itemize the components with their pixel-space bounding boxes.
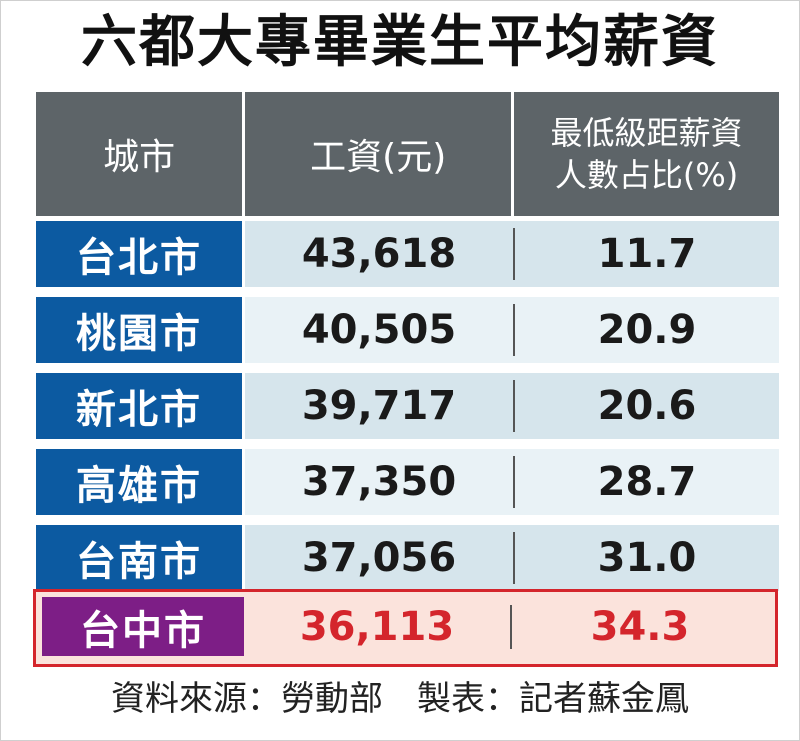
column-divider (513, 380, 515, 432)
column-divider (513, 456, 515, 508)
header-divider (242, 92, 246, 216)
percentage-cell: 31.0 (597, 535, 697, 581)
cell-gap (242, 221, 245, 287)
column-divider (513, 228, 515, 280)
city-cell: 新北市 (36, 373, 243, 439)
value-cells: 37,056 31.0 (245, 525, 779, 591)
cell-gap (242, 525, 245, 591)
table-row: 台南市 37,056 31.0 (36, 525, 779, 591)
wage-cell: 40,505 (301, 307, 457, 353)
wage-cell: 37,056 (301, 535, 457, 581)
header-divider (511, 92, 515, 216)
highlight-row: 台中市 36,113 34.3 (42, 597, 769, 656)
cell-gap (242, 449, 245, 515)
table-row: 新北市 39,717 20.6 (36, 373, 779, 439)
city-cell: 高雄市 (36, 449, 243, 515)
city-cell: 台北市 (36, 221, 243, 287)
value-cells: 43,618 11.7 (245, 221, 779, 287)
percentage-cell: 20.9 (597, 307, 697, 353)
wage-cell: 37,350 (301, 459, 457, 505)
header-percentage-line1: 最低級距薪資 (550, 114, 743, 152)
highlight-wage-cell: 36,113 (299, 603, 455, 650)
value-cells: 40,505 20.9 (245, 297, 779, 363)
table-row: 桃園市 40,505 20.9 (36, 297, 779, 363)
value-cells: 39,717 20.6 (245, 373, 779, 439)
salary-table: 城市 工資(元) 最低級距薪資 人數占比(%) 台北市 43,618 11.7 … (36, 92, 779, 601)
table-row: 高雄市 37,350 28.7 (36, 449, 779, 515)
city-cell: 桃園市 (36, 297, 243, 363)
wage-cell: 39,717 (301, 383, 457, 429)
percentage-cell: 28.7 (597, 459, 697, 505)
header-wage: 工資(元) (310, 137, 447, 178)
highlight-city-cell: 台中市 (42, 597, 244, 656)
table-row: 台北市 43,618 11.7 (36, 221, 779, 287)
wage-cell: 43,618 (301, 231, 457, 277)
value-cells: 37,350 28.7 (245, 449, 779, 515)
header-city: 城市 (103, 137, 176, 178)
column-divider (513, 532, 515, 584)
cell-gap (242, 373, 245, 439)
percentage-cell: 11.7 (597, 231, 697, 277)
column-divider (510, 605, 512, 649)
table-header: 城市 工資(元) 最低級距薪資 人數占比(%) (36, 92, 779, 216)
highlight-percentage-cell: 34.3 (590, 603, 690, 650)
table-body: 台北市 43,618 11.7 桃園市 40,505 20.9 新北市 39,7… (36, 221, 779, 591)
source-credit: 資料來源：勞動部 製表：記者蘇金鳳 (111, 679, 689, 719)
percentage-cell: 20.6 (597, 383, 697, 429)
header-percentage-line2: 人數占比(%) (554, 156, 739, 194)
cell-gap (242, 297, 245, 363)
chart-title: 六都大專畢業生平均薪資 (81, 10, 719, 75)
column-divider (513, 304, 515, 356)
city-cell: 台南市 (36, 525, 243, 591)
header-percentage: 最低級距薪資 人數占比(%) (514, 92, 779, 216)
